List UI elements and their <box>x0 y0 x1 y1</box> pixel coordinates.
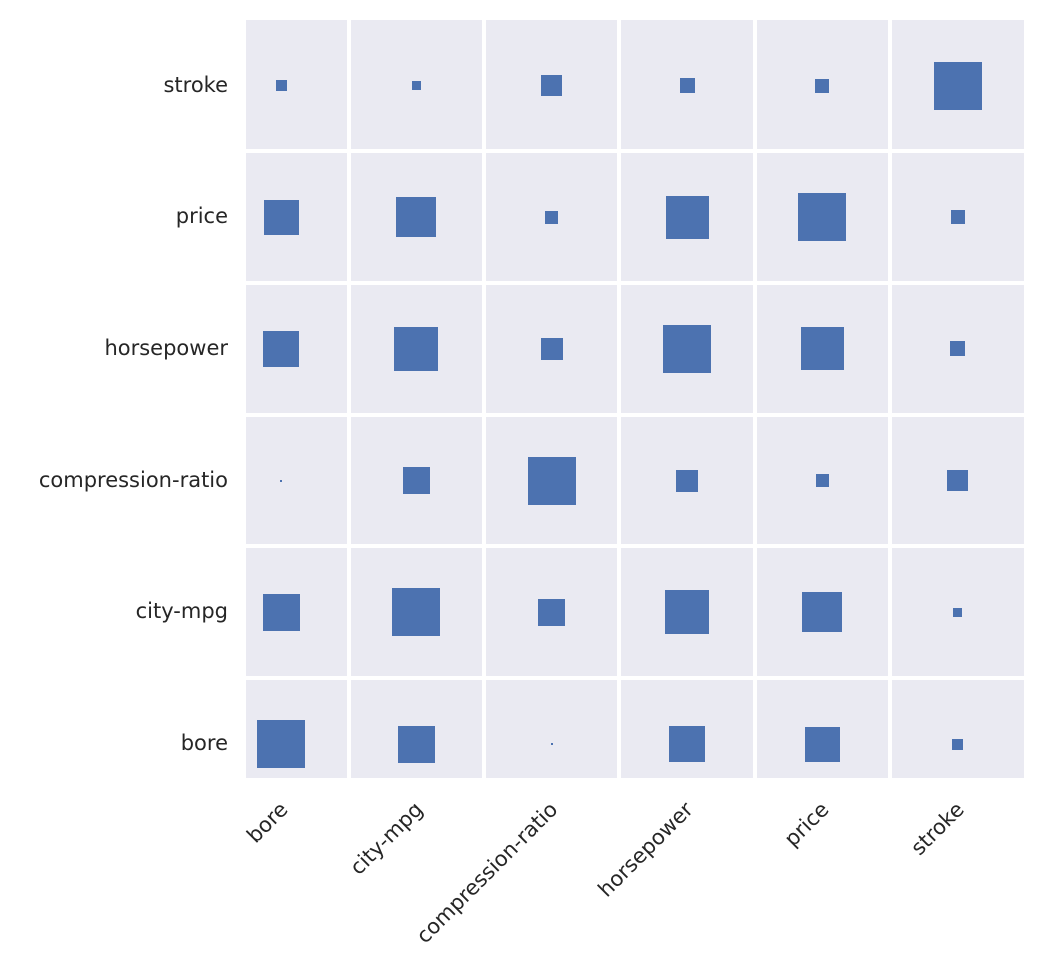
y-tick-label-stroke: stroke <box>163 72 228 97</box>
horizontal-gridline <box>246 412 1024 417</box>
correlation-square-compression-ratio-stroke <box>947 470 969 492</box>
correlation-square-stroke-bore <box>275 80 287 91</box>
correlation-square-city-mpg-bore <box>262 593 300 631</box>
correlation-square-stroke-horsepower <box>679 78 695 93</box>
correlation-square-horsepower-city-mpg <box>394 326 439 371</box>
y-tick-label-horsepower: horsepower <box>104 335 228 360</box>
y-tick-label-city-mpg: city-mpg <box>135 599 228 624</box>
correlation-square-compression-ratio-bore <box>280 479 282 482</box>
plot-area <box>246 20 1024 778</box>
correlation-square-stroke-price <box>815 78 830 93</box>
vertical-gridline <box>481 20 486 778</box>
correlation-square-horsepower-stroke <box>950 341 966 357</box>
correlation-square-price-horsepower <box>665 195 709 239</box>
correlation-square-city-mpg-compression-ratio <box>538 598 566 626</box>
correlation-square-price-price <box>798 193 847 242</box>
correlation-square-compression-ratio-compression-ratio <box>527 456 576 505</box>
y-tick-label-compression-ratio: compression-ratio <box>38 467 228 492</box>
correlation-square-stroke-city-mpg <box>411 81 421 90</box>
correlation-square-bore-stroke <box>952 738 964 750</box>
horizontal-gridline <box>246 281 1024 286</box>
vertical-gridline <box>887 20 892 778</box>
correlation-square-bore-price <box>804 726 840 762</box>
horizontal-gridline <box>246 544 1024 549</box>
correlation-square-price-city-mpg <box>396 197 437 238</box>
x-tick-label-horsepower: horsepower <box>593 797 699 902</box>
vertical-gridline <box>752 20 757 778</box>
correlation-square-bore-horsepower <box>669 726 705 762</box>
y-tick-label-bore: bore <box>180 730 228 755</box>
correlation-square-city-mpg-city-mpg <box>392 588 441 637</box>
correlation-square-price-compression-ratio <box>545 210 559 224</box>
x-tick-label-stroke: stroke <box>906 797 969 860</box>
x-tick-label-price: price <box>779 797 834 852</box>
correlation-square-bore-city-mpg <box>397 725 435 763</box>
horizontal-gridline <box>246 676 1024 681</box>
correlation-square-horsepower-compression-ratio <box>540 337 563 360</box>
x-tick-label-bore: bore <box>241 797 293 848</box>
correlation-square-compression-ratio-city-mpg <box>402 467 430 495</box>
correlation-square-stroke-compression-ratio <box>541 75 563 96</box>
horizontal-gridline <box>246 149 1024 154</box>
correlation-square-bore-bore <box>257 720 305 768</box>
correlation-square-city-mpg-price <box>802 592 843 633</box>
correlation-square-price-bore <box>263 199 299 235</box>
correlation-square-horsepower-price <box>800 327 844 371</box>
y-tick-label-price: price <box>175 204 228 229</box>
correlation-square-city-mpg-stroke <box>953 607 963 617</box>
correlation-square-horsepower-bore <box>263 330 299 367</box>
vertical-gridline <box>346 20 351 778</box>
correlation-square-compression-ratio-horsepower <box>676 469 698 492</box>
correlation-square-city-mpg-horsepower <box>665 590 709 635</box>
correlation-square-compression-ratio-price <box>815 474 829 488</box>
correlation-square-price-stroke <box>950 210 965 225</box>
x-tick-label-compression-ratio: compression-ratio <box>412 797 563 949</box>
correlation-square-stroke-stroke <box>933 61 982 110</box>
correlation-square-bore-compression-ratio <box>550 743 553 745</box>
x-tick-label-city-mpg: city-mpg <box>345 797 428 880</box>
correlation-square-horsepower-horsepower <box>663 324 711 373</box>
vertical-gridline <box>617 20 622 778</box>
